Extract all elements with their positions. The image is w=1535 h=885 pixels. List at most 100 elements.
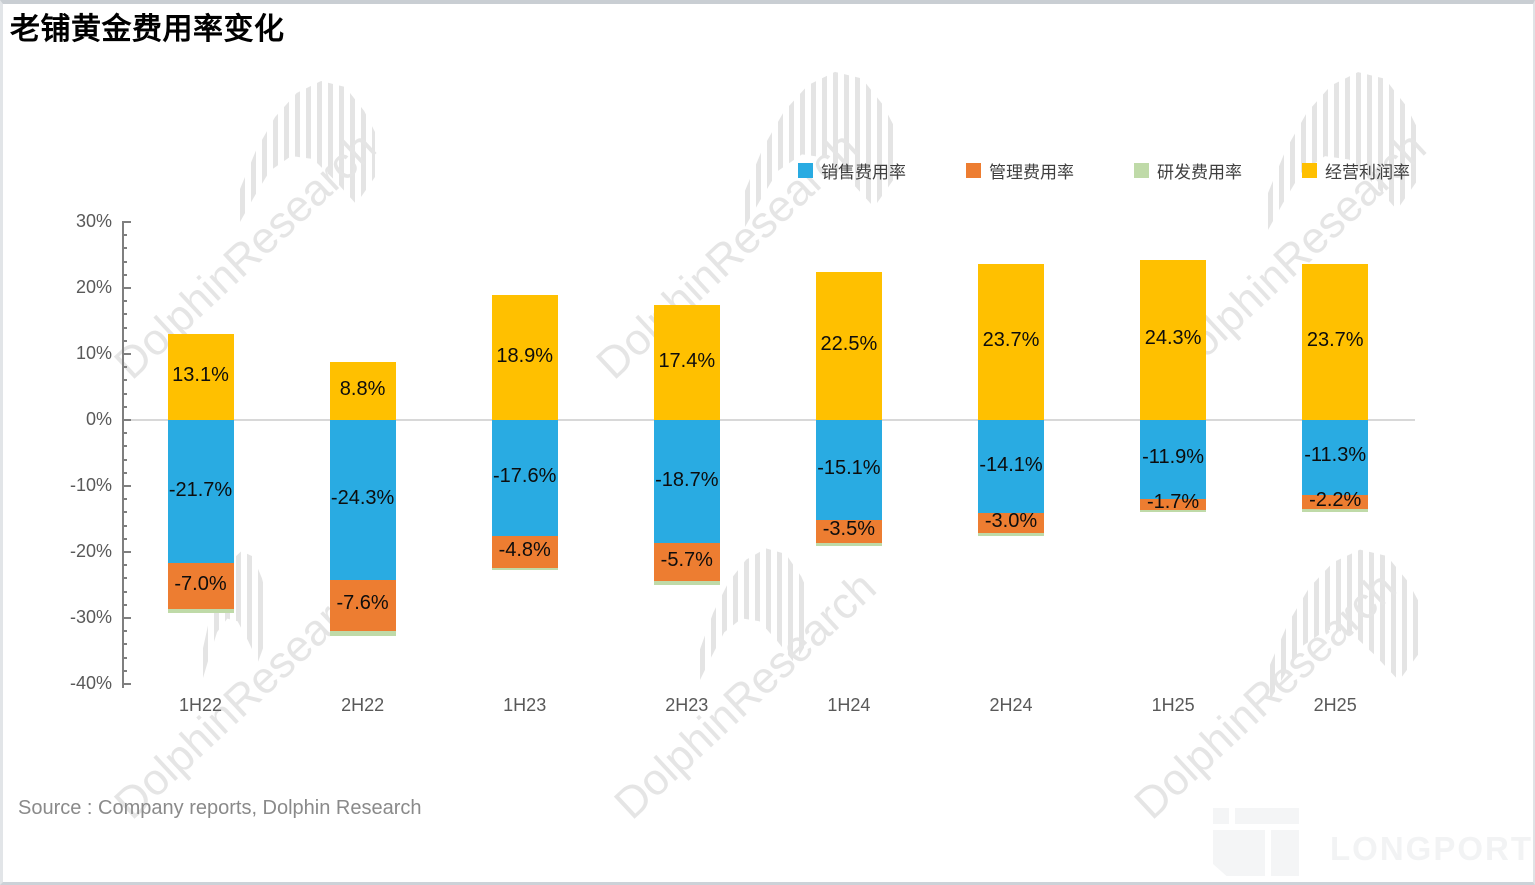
bar-segment-研发费用率 xyxy=(1140,509,1207,513)
longport-logo-icon xyxy=(1213,808,1301,876)
y-axis-major-tick xyxy=(122,221,131,223)
bar-value-label: -1.7% xyxy=(1146,491,1200,514)
y-axis-minor-tick xyxy=(122,392,127,395)
bar-segment-研发费用率 xyxy=(329,630,396,637)
y-axis-major-tick xyxy=(122,617,131,619)
bar-value-label: -15.1% xyxy=(817,456,881,479)
y-axis-minor-tick xyxy=(122,669,127,672)
legend-item: 管理费用率 xyxy=(966,158,1074,183)
legend-label: 经营利润率 xyxy=(1325,163,1410,182)
y-axis-minor-tick xyxy=(122,247,127,250)
bar-segment-管理费用率 xyxy=(815,519,882,543)
y-axis-tick-label: 20% xyxy=(75,277,112,297)
bar-segment-管理费用率 xyxy=(653,543,720,582)
y-axis-tick-label: 30% xyxy=(75,211,112,231)
y-axis-line xyxy=(122,222,124,688)
y-axis-minor-tick xyxy=(122,643,127,646)
bar-value-label: -21.7% xyxy=(168,478,233,501)
bar-value-label: -3.0% xyxy=(984,509,1038,532)
bar-value-label: -11.9% xyxy=(1142,446,1205,469)
y-axis-minor-tick xyxy=(122,590,127,593)
bar-value-label: 23.7% xyxy=(982,328,1040,351)
bar-segment-销售费用率 xyxy=(491,420,558,537)
y-axis-minor-tick xyxy=(122,379,127,382)
x-axis-label: 2H22 xyxy=(341,695,385,715)
bar-segment-管理费用率 xyxy=(329,580,396,631)
y-axis-tick-label: -30% xyxy=(69,607,112,627)
legend-swatch-icon xyxy=(1134,163,1149,178)
y-axis-minor-tick xyxy=(122,260,127,263)
bar-value-label: -17.6% xyxy=(493,465,557,488)
y-axis-minor-tick xyxy=(122,432,127,435)
y-axis-minor-tick xyxy=(122,524,127,527)
x-axis-label: 1H22 xyxy=(178,695,223,715)
legend-swatch-icon xyxy=(798,163,813,178)
bar-segment-管理费用率 xyxy=(491,536,558,568)
y-axis-major-tick xyxy=(122,485,131,487)
legend-label: 研发费用率 xyxy=(1157,163,1242,182)
bar-segment-管理费用率 xyxy=(1302,494,1369,510)
bar-segment-销售费用率 xyxy=(167,420,234,564)
bar-segment-销售费用率 xyxy=(815,420,882,520)
y-axis-minor-tick xyxy=(122,273,127,276)
chart-title: 老铺黄金费用率变化 xyxy=(10,13,285,46)
y-axis-tick-label: 10% xyxy=(75,343,112,363)
y-axis-minor-tick xyxy=(122,498,127,501)
y-axis-minor-tick xyxy=(122,445,127,448)
y-axis-minor-tick xyxy=(122,511,127,514)
bar-segment-研发费用率 xyxy=(653,581,720,585)
bar-segment-研发费用率 xyxy=(491,567,558,571)
y-axis-major-tick xyxy=(122,353,131,355)
y-axis-major-tick xyxy=(122,683,131,685)
y-axis-minor-tick xyxy=(122,300,127,303)
bar-segment-经营利润率 xyxy=(978,263,1044,420)
bar-segment-管理费用率 xyxy=(978,513,1044,533)
y-axis-major-tick xyxy=(122,287,131,289)
bar-segment-管理费用率 xyxy=(1140,498,1207,510)
bar-value-label: -7.6% xyxy=(336,592,389,615)
bar-segment-经营利润率 xyxy=(491,295,558,420)
bar-segment-经营利润率 xyxy=(1302,263,1369,420)
y-axis-minor-tick xyxy=(122,564,127,567)
bar-value-label: 24.3% xyxy=(1144,326,1202,349)
x-axis-label: 2H24 xyxy=(989,695,1033,715)
legend-item: 研发费用率 xyxy=(1134,158,1242,183)
bar-value-label: -3.5% xyxy=(822,518,876,541)
y-axis-minor-tick xyxy=(122,656,127,659)
bar-value-label: -18.7% xyxy=(655,468,719,491)
bar-value-label: 18.9% xyxy=(496,344,554,367)
bar-value-label: -14.1% xyxy=(979,453,1043,476)
x-axis-label: 1H24 xyxy=(827,695,871,715)
bar-value-label: 22.5% xyxy=(820,332,878,355)
bar-segment-销售费用率 xyxy=(653,420,720,544)
x-axis-label: 2H23 xyxy=(665,695,709,715)
bar-value-label: 13.1% xyxy=(172,363,229,386)
x-axis-label: 2H25 xyxy=(1313,695,1357,715)
y-axis-minor-tick xyxy=(122,471,127,474)
bar-value-label: 8.8% xyxy=(339,377,386,400)
x-axis-label: 1H23 xyxy=(503,695,547,715)
y-axis-tick-label: -10% xyxy=(69,475,112,495)
y-axis-minor-tick xyxy=(122,313,127,316)
legend-label: 管理费用率 xyxy=(989,163,1074,182)
x-axis-label: 1H25 xyxy=(1151,695,1195,715)
y-axis-tick-label: -40% xyxy=(69,673,112,693)
bar-segment-经营利润率 xyxy=(815,271,882,420)
y-axis-minor-tick xyxy=(122,234,127,237)
y-axis-minor-tick xyxy=(122,458,127,461)
bar-segment-研发费用率 xyxy=(167,609,234,614)
bar-value-label: -2.2% xyxy=(1309,488,1362,511)
y-axis-minor-tick xyxy=(122,339,127,342)
y-axis-tick-label: 0% xyxy=(85,409,112,429)
source-note: Source : Company reports, Dolphin Resear… xyxy=(18,797,422,819)
y-axis-minor-tick xyxy=(122,405,127,408)
chart-legend: 销售费用率 管理费用率 研发费用率 经营利润率 xyxy=(798,158,1410,183)
y-axis-minor-tick xyxy=(122,537,127,540)
legend-label: 销售费用率 xyxy=(821,163,906,182)
y-axis-minor-tick xyxy=(122,603,127,606)
bar-segment-研发费用率 xyxy=(978,532,1044,537)
bar-segment-管理费用率 xyxy=(167,563,234,610)
bar-segment-经营利润率 xyxy=(329,361,396,420)
y-axis-minor-tick xyxy=(122,326,127,329)
